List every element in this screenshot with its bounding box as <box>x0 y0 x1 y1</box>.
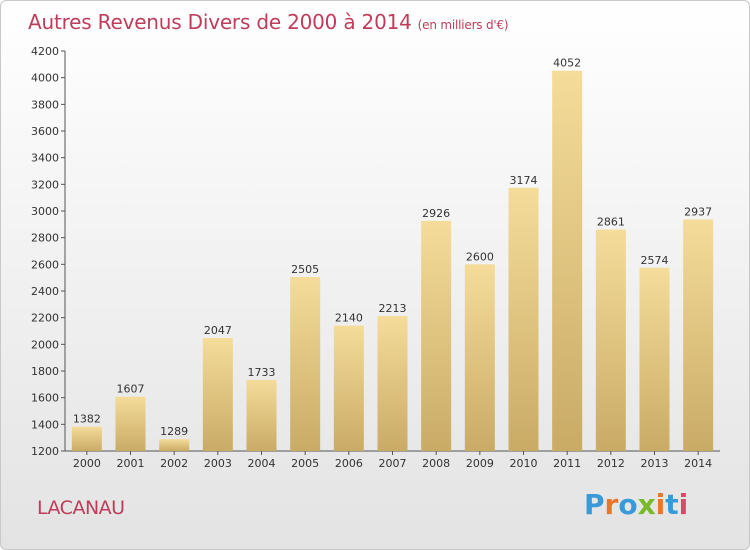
y-tick-label: 2200 <box>31 312 59 325</box>
axes: 1200 1400 1600 1800 2000 2200 2400 2600 2800 3000… <box>31 45 720 470</box>
bar-value-label: 2574 <box>641 254 669 267</box>
y-tick-label: 3200 <box>31 178 59 191</box>
x-tick-label: 2001 <box>117 457 145 470</box>
bar-value-label: 2047 <box>204 324 232 337</box>
bar-2004 <box>246 379 277 451</box>
title-text: Autres Revenus Divers de 2000 à 2014 <box>28 10 412 34</box>
bar-2002 <box>159 439 190 451</box>
logo-letter: i <box>678 488 689 521</box>
x-tick-label: 2004 <box>248 457 276 470</box>
bar-value-label: 2600 <box>466 250 494 263</box>
logo-letter: r <box>604 488 619 521</box>
x-tick-label: 2006 <box>335 457 363 470</box>
bar-2011 <box>552 70 583 451</box>
x-tick-label: 2009 <box>466 457 494 470</box>
bar-2008 <box>421 220 452 451</box>
x-tick-label: 2012 <box>597 457 625 470</box>
logo-letter: t <box>665 488 679 521</box>
x-tick-label: 2014 <box>684 457 712 470</box>
bar-value-label: 4052 <box>553 57 581 70</box>
logo-letter: i <box>655 488 666 521</box>
bar-value-label: 1733 <box>248 366 276 379</box>
bar-value-label: 1382 <box>73 413 101 426</box>
x-tick-label: 2013 <box>641 457 669 470</box>
bar-2010 <box>508 187 539 452</box>
x-tick-label: 2005 <box>291 457 319 470</box>
y-tick-label: 4000 <box>31 72 59 85</box>
bar-value-label: 2861 <box>597 216 625 229</box>
y-tick-label: 1200 <box>31 445 59 458</box>
x-tick-label: 2000 <box>73 457 101 470</box>
y-tick-label: 2800 <box>31 232 59 245</box>
y-tick-label: 2400 <box>31 285 59 298</box>
y-tick-label: 1400 <box>31 418 59 431</box>
place-name: LACANAU <box>37 497 125 519</box>
y-tick-label: 2600 <box>31 258 59 271</box>
x-tick-label: 2011 <box>553 457 581 470</box>
y-tick-label: 2000 <box>31 338 59 351</box>
bars: 1382 1607 1289 2047 1733 2505 2140 2213 2926 2600… <box>71 57 714 452</box>
y-tick-label: 3600 <box>31 125 59 138</box>
x-tick-label: 2008 <box>422 457 450 470</box>
bar-2007 <box>377 315 408 451</box>
bar-value-label: 1607 <box>117 383 145 396</box>
logo-letter: x <box>637 488 656 521</box>
bar-value-label: 2213 <box>379 302 407 315</box>
bar-value-label: 2937 <box>684 205 712 218</box>
bar-2012 <box>595 229 626 451</box>
y-tick-label: 1600 <box>31 392 59 405</box>
title-unit: (en milliers d'€) <box>417 18 509 32</box>
bar-2013 <box>639 267 670 451</box>
x-tick-label: 2002 <box>160 457 188 470</box>
chart-title: Autres Revenus Divers de 2000 à 2014 (en … <box>28 10 509 34</box>
bar-2003 <box>202 338 233 451</box>
proxiti-logo[interactable]: Proxiti <box>584 488 688 521</box>
bar-2005 <box>290 277 321 451</box>
bar-value-label: 1289 <box>160 425 188 438</box>
bar-value-label: 3174 <box>510 174 538 187</box>
y-tick-label: 1800 <box>31 365 59 378</box>
bar-value-label: 2505 <box>291 263 319 276</box>
bar-2014 <box>683 219 714 451</box>
bar-2009 <box>464 264 495 451</box>
y-tick-label: 3400 <box>31 152 59 165</box>
bar-value-label: 2926 <box>422 207 450 220</box>
bar-2001 <box>115 396 146 451</box>
bar-2006 <box>333 325 364 451</box>
y-tick-label: 3800 <box>31 98 59 111</box>
y-tick-label: 4200 <box>31 45 59 58</box>
bar-value-label: 2140 <box>335 312 363 325</box>
x-tick-label: 2007 <box>379 457 407 470</box>
y-tick-label: 3000 <box>31 205 59 218</box>
x-tick-label: 2003 <box>204 457 232 470</box>
logo-letter: o <box>618 488 638 521</box>
bar-2000 <box>71 426 102 451</box>
x-tick-label: 2010 <box>510 457 538 470</box>
logo-letter: P <box>584 488 605 521</box>
